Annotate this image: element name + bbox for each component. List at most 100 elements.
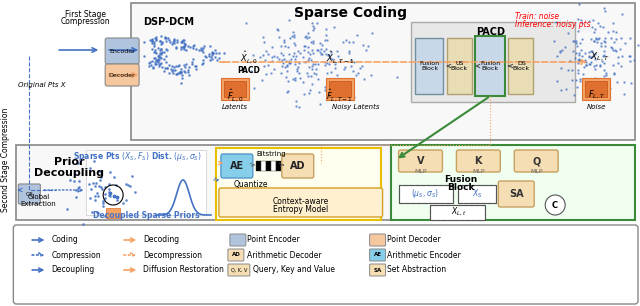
Point [583, 81, 593, 86]
Point [323, 91, 333, 96]
Point [181, 47, 191, 52]
Text: $X_S$: $X_S$ [472, 188, 483, 200]
Point [307, 64, 317, 69]
Point [197, 48, 207, 53]
Point [572, 58, 582, 62]
Point [284, 51, 294, 56]
Point [166, 64, 177, 69]
Point [367, 31, 377, 36]
Point [100, 185, 111, 189]
Text: Coding: Coding [51, 236, 78, 244]
Point [349, 60, 359, 65]
Point [325, 79, 335, 84]
Point [96, 174, 106, 179]
Point [150, 37, 161, 42]
Point [316, 51, 326, 56]
Point [84, 166, 95, 171]
Point [581, 62, 591, 67]
Point [587, 24, 597, 29]
Point [317, 52, 327, 57]
Point [599, 39, 609, 44]
Point [313, 61, 323, 66]
Point [153, 54, 163, 59]
Point [104, 192, 115, 197]
Point [259, 63, 269, 68]
Text: Extraction: Extraction [20, 201, 56, 207]
Point [161, 36, 171, 41]
Point [90, 183, 100, 188]
Point [303, 45, 313, 50]
Text: Sparse Coding: Sparse Coding [294, 6, 407, 20]
Point [125, 183, 135, 188]
Point [160, 65, 170, 70]
Point [308, 38, 318, 43]
Point [276, 70, 286, 75]
Text: $\hat{X}_{L,0}$: $\hat{X}_{L,0}$ [240, 49, 258, 65]
Point [310, 62, 320, 67]
Point [279, 37, 289, 42]
Point [303, 31, 314, 35]
Point [266, 45, 276, 50]
Point [150, 60, 160, 65]
Point [180, 70, 190, 75]
Point [632, 42, 640, 47]
Point [569, 38, 579, 43]
FancyBboxPatch shape [399, 150, 442, 172]
Point [159, 68, 170, 73]
FancyBboxPatch shape [228, 264, 250, 276]
Point [346, 63, 356, 68]
Point [598, 54, 608, 59]
Point [593, 40, 603, 45]
Point [156, 50, 166, 55]
Point [573, 16, 584, 21]
Point [333, 88, 344, 92]
Point [274, 35, 284, 39]
Text: $(\mu_S, \sigma_S)$: $(\mu_S, \sigma_S)$ [412, 188, 440, 200]
Point [274, 57, 284, 62]
Point [307, 58, 317, 63]
Bar [131, 3, 635, 140]
Point [278, 40, 289, 45]
Point [572, 41, 582, 46]
Point [204, 52, 214, 57]
Point [261, 71, 271, 76]
Point [289, 42, 300, 47]
Point [174, 63, 184, 68]
Point [92, 209, 102, 214]
Point [156, 47, 166, 52]
Point [355, 66, 365, 71]
Point [556, 65, 566, 70]
Point [147, 59, 157, 64]
Point [609, 39, 619, 44]
Point [583, 81, 593, 86]
Point [596, 40, 606, 45]
Point [112, 211, 122, 215]
Point [150, 50, 160, 54]
Point [111, 183, 122, 188]
Text: $\hat{F}_{L,0}$: $\hat{F}_{L,0}$ [227, 87, 243, 103]
Point [164, 71, 174, 76]
Point [569, 92, 579, 97]
Point [636, 66, 640, 71]
Point [154, 62, 164, 67]
Bar [224, 81, 246, 97]
Point [616, 36, 626, 41]
FancyBboxPatch shape [369, 264, 385, 276]
Text: Decoupling: Decoupling [35, 168, 104, 178]
Point [145, 61, 155, 65]
Point [84, 182, 95, 187]
Point [307, 20, 317, 25]
Point [148, 43, 159, 48]
Point [291, 53, 301, 58]
Point [590, 52, 600, 57]
Point [607, 48, 618, 53]
Point [188, 45, 198, 50]
Point [289, 50, 299, 55]
Point [280, 65, 291, 70]
Point [605, 45, 616, 50]
Circle shape [545, 195, 565, 215]
Point [161, 46, 172, 51]
Point [324, 86, 334, 91]
Point [321, 46, 331, 51]
Bar [390, 145, 635, 220]
